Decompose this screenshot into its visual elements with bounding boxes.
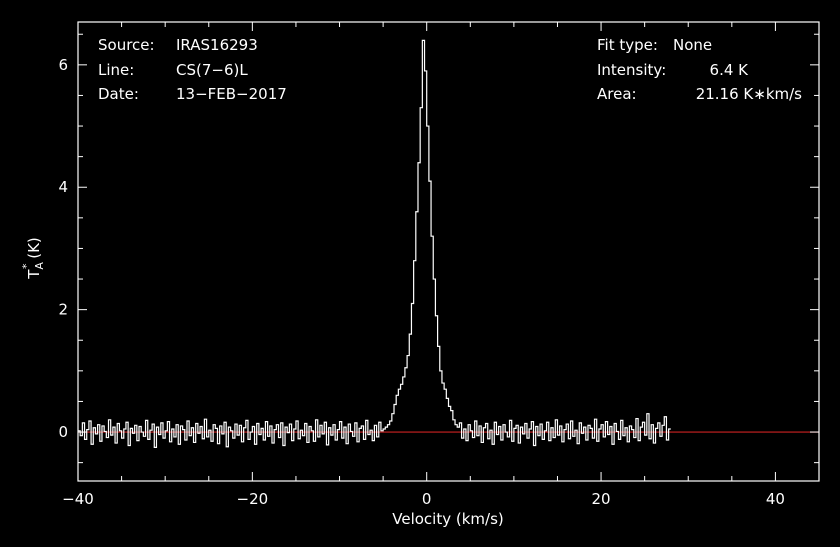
y-axis-title-main: T — [25, 269, 43, 280]
y-tick-label: 0 — [58, 423, 68, 441]
line-value: CS(7−6)L — [176, 61, 248, 79]
x-tick-label: 0 — [422, 490, 432, 508]
area-value: 21.16 K∗km/s — [696, 85, 802, 103]
area-label: Area: — [597, 85, 637, 103]
fit-type-label: Fit type: — [597, 36, 658, 54]
y-axis-title: TA* (K) — [20, 237, 46, 280]
date-value: 13−FEB−2017 — [176, 85, 287, 103]
y-axis-title-unit: (K) — [25, 237, 43, 263]
y-axis-title-sub: A — [33, 262, 46, 270]
x-tick-label: 20 — [592, 490, 611, 508]
x-tick-label: −40 — [62, 490, 94, 508]
y-tick-label: 6 — [58, 56, 68, 74]
y-tick-label: 2 — [58, 301, 68, 319]
y-axis-title-sup: * — [20, 263, 33, 269]
intensity-label: Intensity: — [597, 61, 666, 79]
plot-frame — [77, 21, 820, 482]
intensity-value: 6.4 K — [710, 61, 750, 79]
plot-area: −40 −20 0 20 40 0 2 4 6 — [58, 21, 820, 508]
line-label: Line: — [98, 61, 134, 79]
source-label: Source: — [98, 36, 155, 54]
fit-type-value: None — [673, 36, 712, 54]
y-tick-label: 4 — [58, 178, 68, 196]
source-value: IRAS16293 — [176, 36, 258, 54]
x-tick-label: −20 — [237, 490, 269, 508]
date-label: Date: — [98, 85, 139, 103]
spectrum-series-0 — [78, 39, 671, 448]
x-axis-title: Velocity (km/s) — [392, 510, 503, 528]
x-tick-label: 40 — [766, 490, 785, 508]
